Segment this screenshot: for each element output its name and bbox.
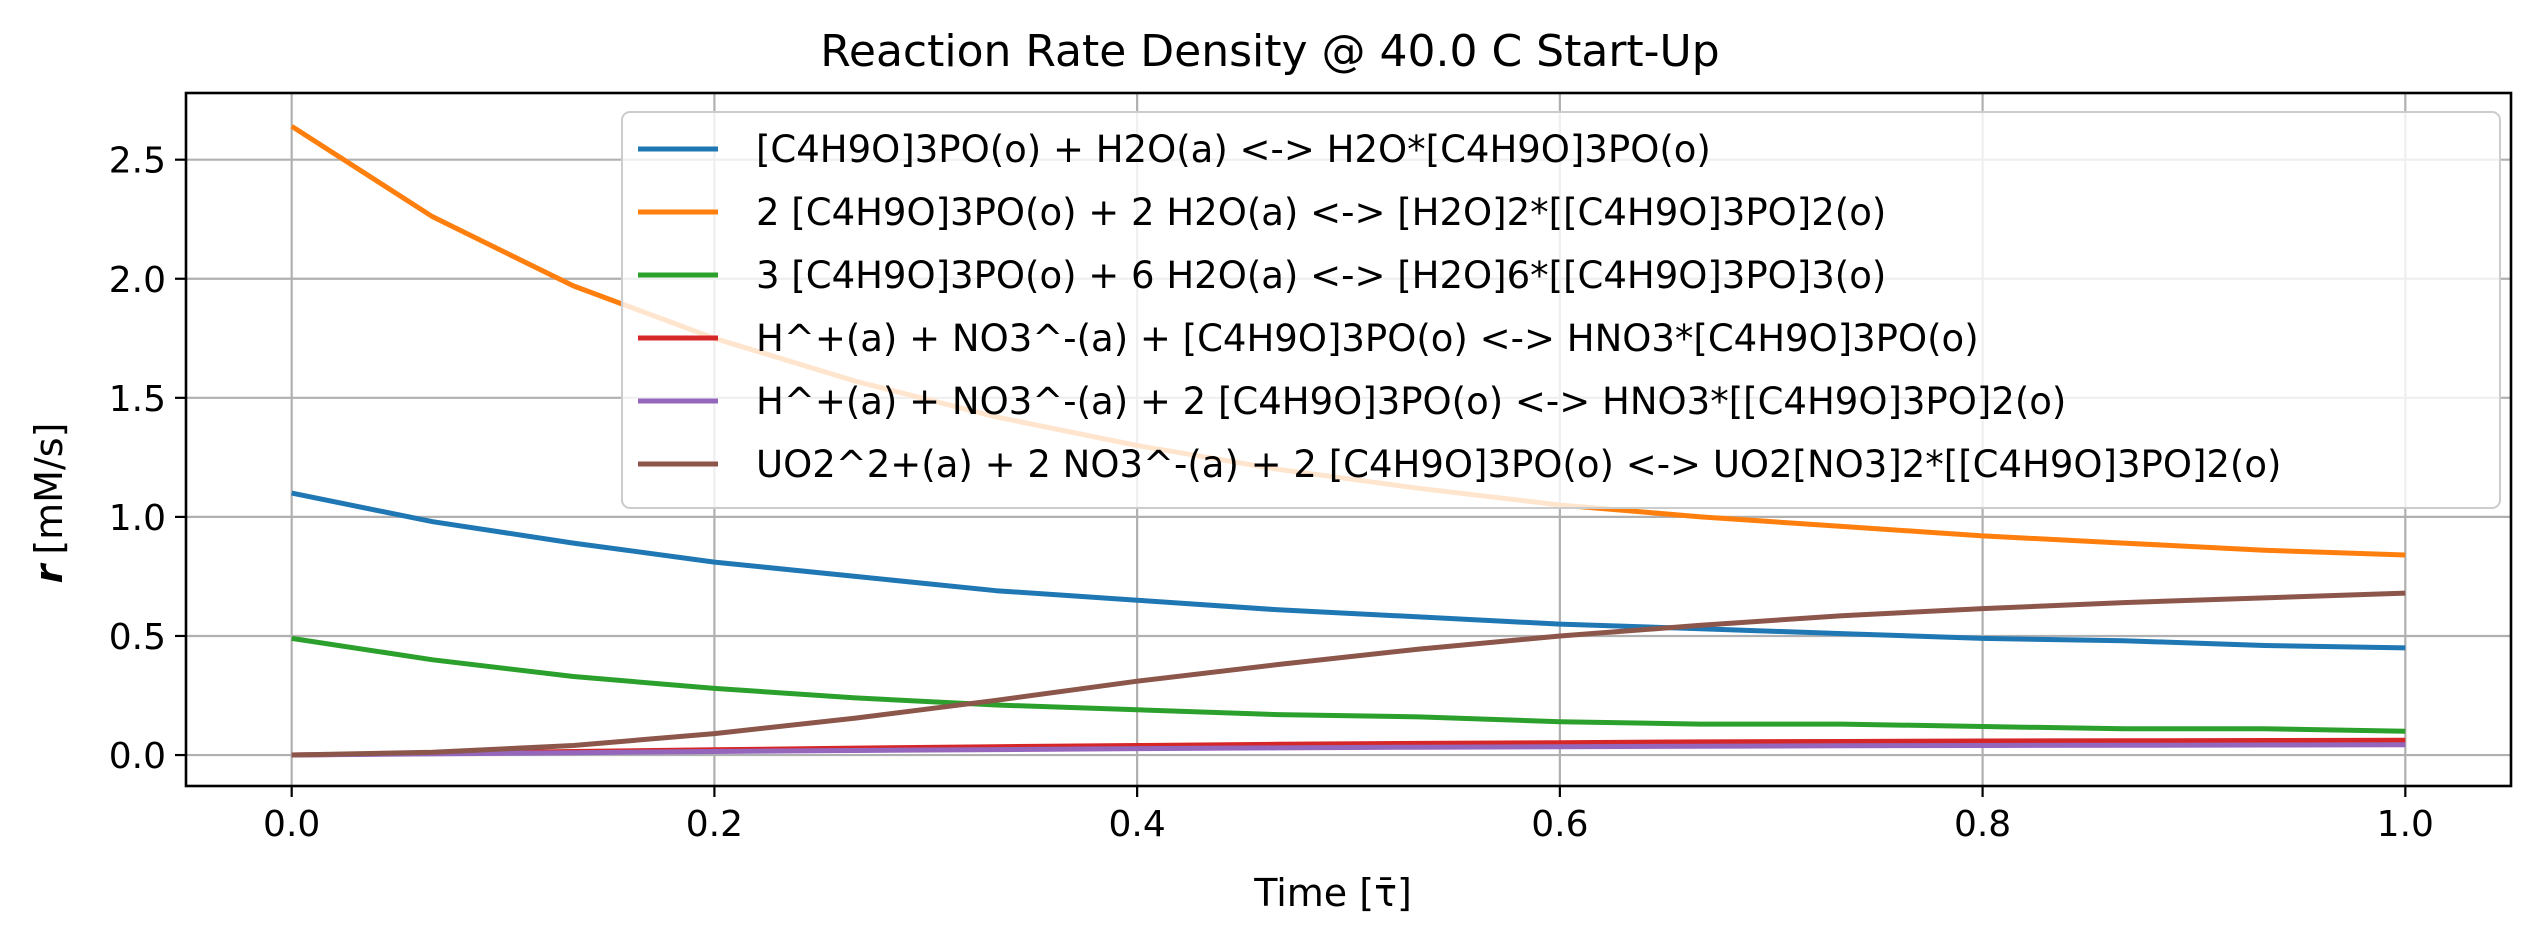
y-axis-unit: [mM/s]: [27, 423, 71, 555]
axis-ticks: 0.0 0.2 0.4 0.6 0.8 1.0 0.0 0.5 1.0 1.5 2.0 2.5: [109, 141, 2434, 845]
y-tick-label: 1.5: [109, 379, 166, 420]
y-tick-label: 0.0: [109, 736, 166, 777]
x-tick-label: 0.4: [1109, 804, 1166, 845]
legend-entry: H^+(a) + NO3^-(a) + [C4H9O]3PO(o) <-> HN…: [756, 317, 1979, 360]
x-tick-label: 0.0: [263, 804, 320, 845]
x-tick-label: 0.6: [1531, 804, 1588, 845]
series-line-1: [291, 490, 2406, 651]
legend: [C4H9O]3PO(o) + H2O(a) <-> H2O*[C4H9O]3P…: [621, 111, 2501, 509]
y-tick-label: 2.5: [109, 141, 166, 182]
y-axis-label: r [mM/s]: [27, 423, 71, 584]
y-tick-label: 2.0: [109, 260, 166, 301]
legend-entry: 3 [C4H9O]3PO(o) + 6 H2O(a) <-> [H2O]6*[[…: [756, 254, 1886, 297]
y-tick-label: 1.0: [109, 498, 166, 539]
x-tick-label: 0.2: [686, 804, 743, 845]
series-line-3: [291, 635, 2406, 734]
series-line-6: [291, 590, 2406, 758]
plot-frame: [184, 91, 2513, 788]
x-axis-label: Time [τ̄]: [1253, 871, 1412, 915]
x-tick-label: 1.0: [2377, 804, 2434, 845]
x-tick-label: 0.8: [1954, 804, 2011, 845]
legend-entry: 2 [C4H9O]3PO(o) + 2 H2O(a) <-> [H2O]2*[[…: [756, 191, 1886, 234]
y-tick-label: 0.5: [109, 617, 166, 658]
legend-entry: UO2^2+(a) + 2 NO3^-(a) + 2 [C4H9O]3PO(o)…: [756, 443, 2281, 486]
legend-box: [621, 111, 2501, 509]
legend-entry: [C4H9O]3PO(o) + H2O(a) <-> H2O*[C4H9O]3P…: [756, 128, 1711, 171]
y-axis-symbol: r: [27, 562, 71, 583]
chart-title: Reaction Rate Density @ 40.0 C Start-Up: [820, 26, 1719, 77]
series-line-5: [291, 742, 2406, 758]
legend-entry: H^+(a) + NO3^-(a) + 2 [C4H9O]3PO(o) <-> …: [756, 380, 2066, 423]
